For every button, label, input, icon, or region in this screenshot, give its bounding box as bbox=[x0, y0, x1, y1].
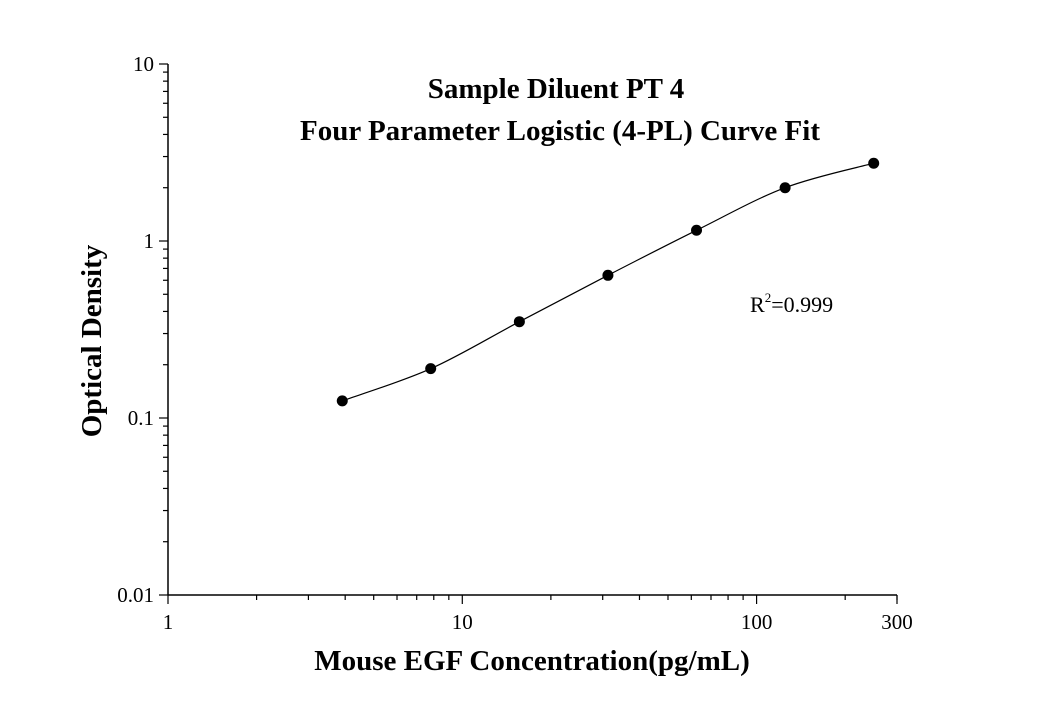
y-tick-label: 1 bbox=[144, 229, 155, 253]
r-squared-superscript: 2 bbox=[765, 290, 772, 305]
x-tick-label: 10 bbox=[452, 610, 473, 634]
data-point bbox=[602, 269, 614, 281]
fit-curve bbox=[342, 162, 874, 402]
r-squared-annotation: R2=0.999 bbox=[750, 290, 833, 317]
r-squared-prefix: R bbox=[750, 292, 765, 317]
data-point bbox=[513, 316, 525, 328]
x-axis-tick-labels: 1 10 100 300 bbox=[163, 610, 913, 634]
x-axis-ticks bbox=[167, 595, 898, 604]
chart-title: Sample Diluent PT 4 Four Parameter Logis… bbox=[300, 73, 820, 147]
chart-title-line-2: Four Parameter Logistic (4-PL) Curve Fit bbox=[300, 115, 820, 147]
x-axis-label: Mouse EGF Concentration(pg/mL) bbox=[314, 645, 750, 677]
data-point bbox=[691, 224, 703, 236]
y-axis-tick-labels: 10 1 0.1 0.01 bbox=[117, 52, 154, 607]
data-point bbox=[868, 157, 880, 169]
data-point bbox=[779, 182, 791, 194]
data-points bbox=[336, 157, 880, 407]
data-point bbox=[425, 363, 437, 375]
y-tick-label: 0.1 bbox=[128, 406, 154, 430]
data-point bbox=[336, 395, 348, 407]
y-tick-label: 10 bbox=[133, 52, 154, 76]
y-axis-ticks bbox=[159, 63, 168, 596]
x-tick-label: 1 bbox=[163, 610, 174, 634]
y-axis-label: Optical Density bbox=[76, 244, 108, 437]
axes bbox=[167, 64, 897, 596]
r-squared-value: =0.999 bbox=[771, 292, 833, 317]
chart-title-line-1: Sample Diluent PT 4 bbox=[428, 73, 684, 105]
x-tick-label: 300 bbox=[881, 610, 913, 634]
x-tick-label: 100 bbox=[741, 610, 773, 634]
y-tick-label: 0.01 bbox=[117, 583, 154, 607]
